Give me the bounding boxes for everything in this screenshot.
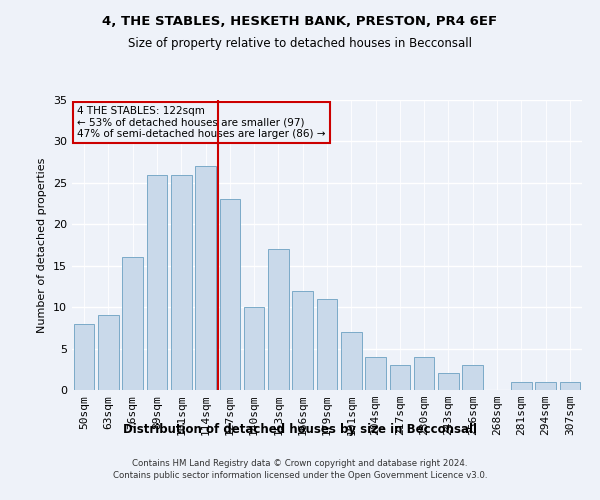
Bar — [511, 382, 532, 390]
Bar — [317, 299, 337, 390]
Text: Size of property relative to detached houses in Becconsall: Size of property relative to detached ho… — [128, 38, 472, 51]
Bar — [560, 382, 580, 390]
Bar — [171, 174, 191, 390]
Bar — [341, 332, 362, 390]
Bar — [195, 166, 216, 390]
Bar — [535, 382, 556, 390]
Bar — [220, 200, 240, 390]
Bar — [122, 258, 143, 390]
Text: 4, THE STABLES, HESKETH BANK, PRESTON, PR4 6EF: 4, THE STABLES, HESKETH BANK, PRESTON, P… — [103, 15, 497, 28]
Y-axis label: Number of detached properties: Number of detached properties — [37, 158, 47, 332]
Bar — [365, 357, 386, 390]
Bar — [268, 249, 289, 390]
Bar — [463, 365, 483, 390]
Text: Distribution of detached houses by size in Becconsall: Distribution of detached houses by size … — [123, 422, 477, 436]
Text: 4 THE STABLES: 122sqm
← 53% of detached houses are smaller (97)
47% of semi-deta: 4 THE STABLES: 122sqm ← 53% of detached … — [77, 106, 326, 139]
Text: Contains HM Land Registry data © Crown copyright and database right 2024.
Contai: Contains HM Land Registry data © Crown c… — [113, 458, 487, 480]
Bar — [98, 316, 119, 390]
Bar — [389, 365, 410, 390]
Bar — [292, 290, 313, 390]
Bar — [146, 174, 167, 390]
Bar — [74, 324, 94, 390]
Bar — [438, 374, 459, 390]
Bar — [414, 357, 434, 390]
Bar — [244, 307, 265, 390]
